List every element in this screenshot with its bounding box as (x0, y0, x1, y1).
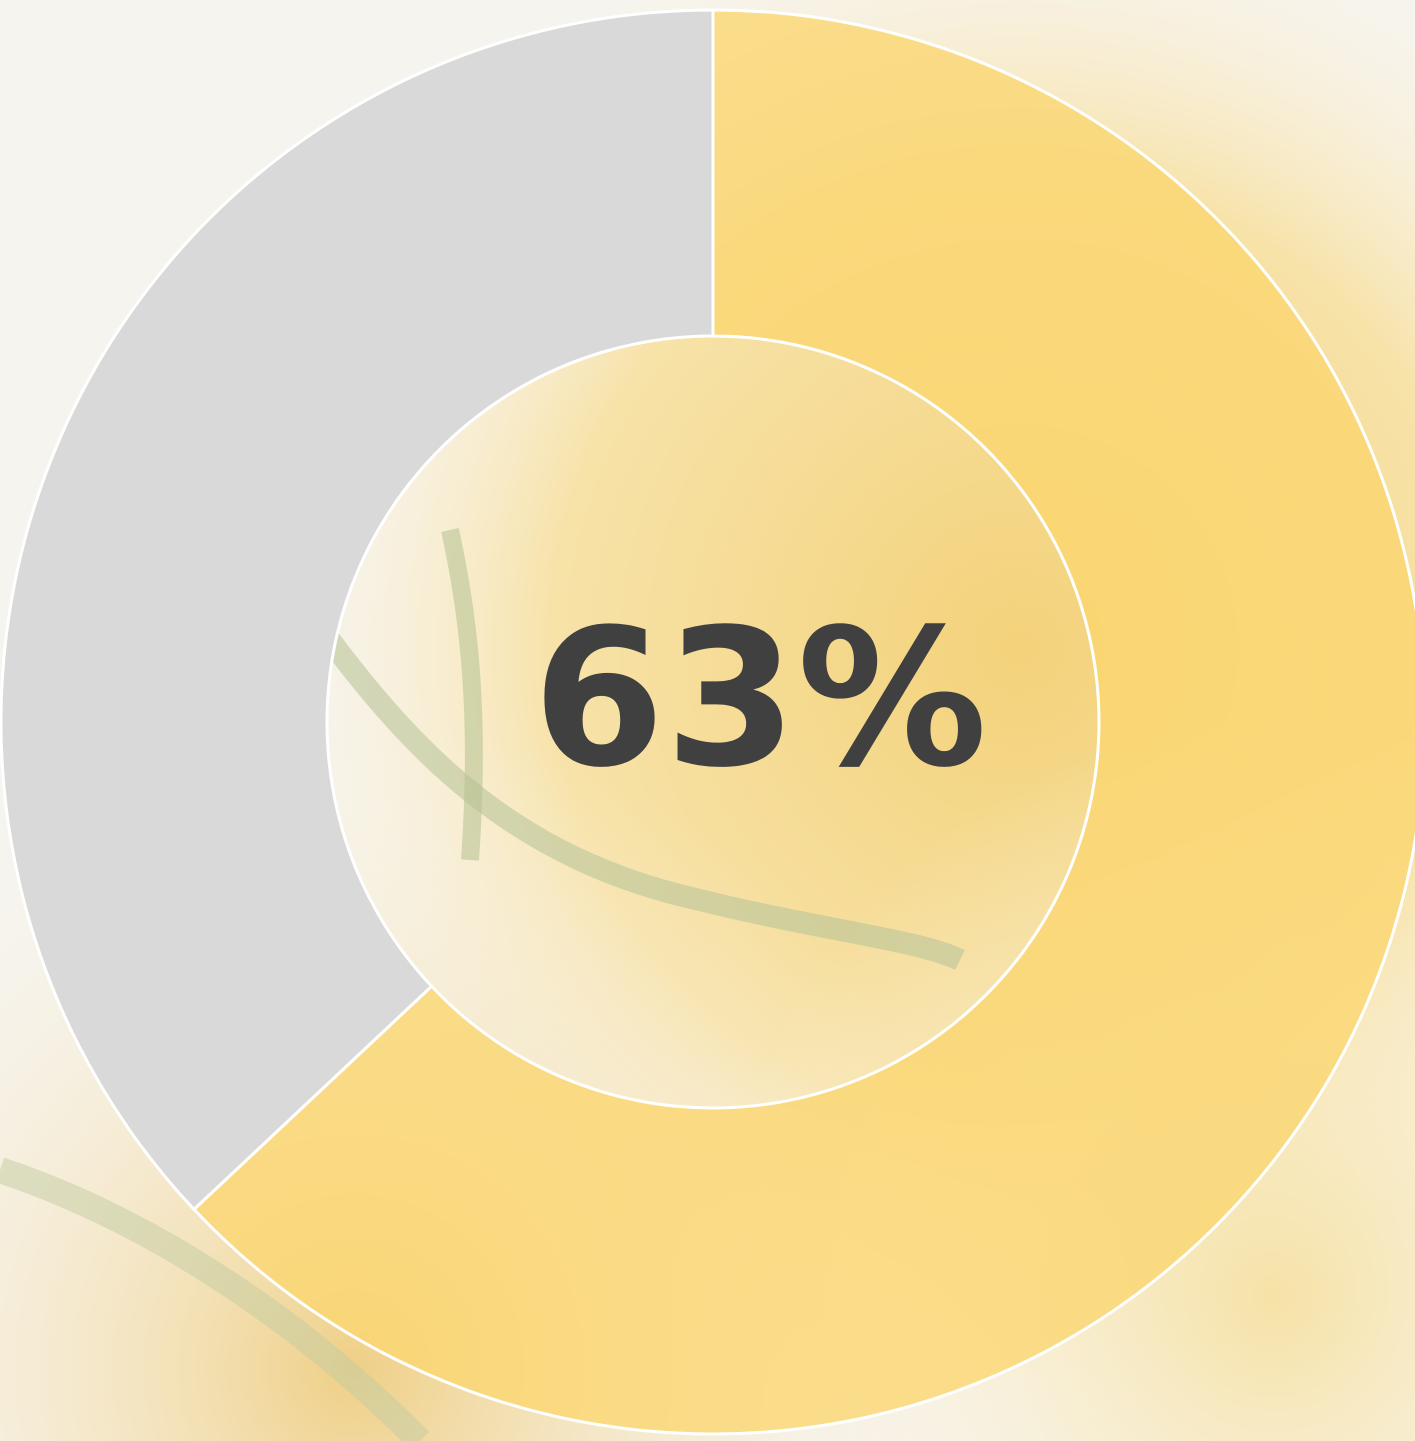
donut (0, 8, 1415, 1436)
center-label: 63% (533, 588, 988, 809)
donut-slice (191, 8, 1415, 1436)
donut-slice (0, 8, 715, 1212)
